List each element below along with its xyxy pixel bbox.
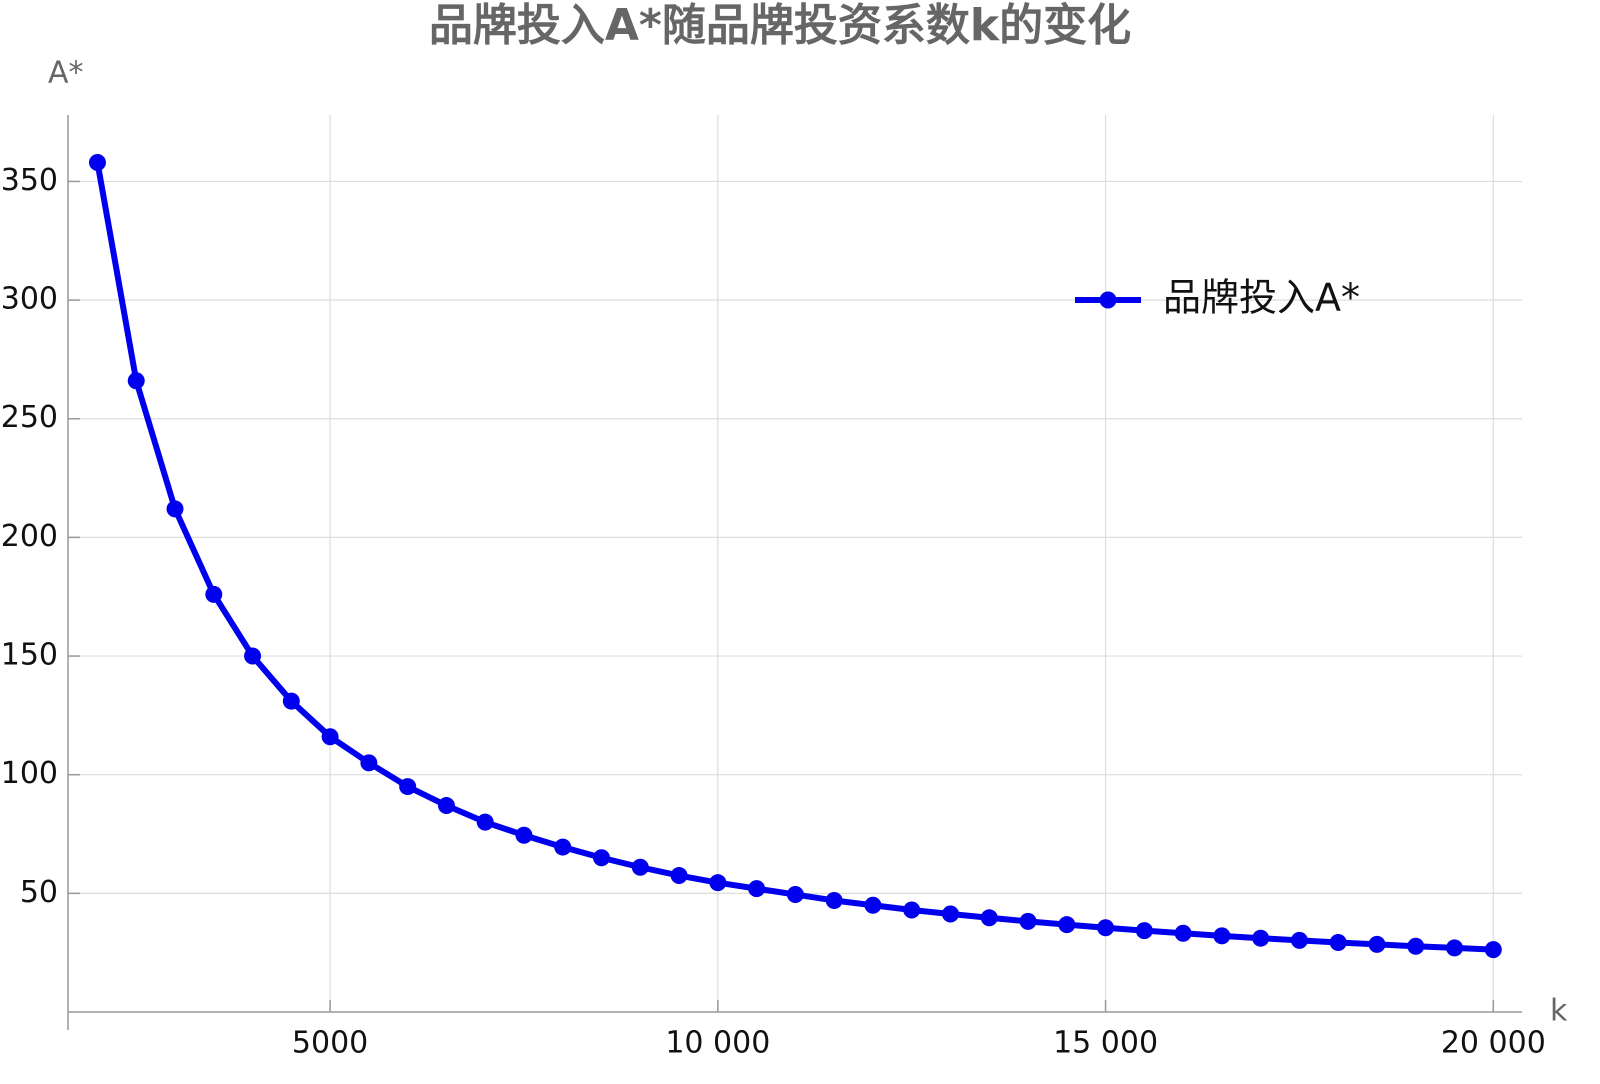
data-point <box>321 728 339 746</box>
legend-label: 品牌投入A* <box>1163 276 1360 320</box>
data-point <box>1213 927 1231 945</box>
data-point <box>166 500 184 518</box>
data-point <box>941 905 959 923</box>
data-point <box>515 826 533 844</box>
x-tick-label: 15 000 <box>1053 1026 1158 1061</box>
chart-title: 品牌投入A*随品牌投资系数k的变化 <box>429 0 1131 51</box>
data-point <box>1252 929 1270 947</box>
data-point <box>1446 939 1464 957</box>
legend-marker <box>1099 291 1117 309</box>
x-axis-label: k <box>1550 994 1568 1029</box>
data-point <box>399 778 417 796</box>
y-tick-label: 100 <box>1 756 58 791</box>
data-point <box>786 886 804 904</box>
x-tick-label: 5000 <box>292 1026 368 1061</box>
data-point <box>1407 937 1425 955</box>
data-point <box>1368 935 1386 953</box>
y-tick-label: 200 <box>1 519 58 554</box>
data-point <box>1019 912 1037 930</box>
data-point <box>903 901 921 919</box>
data-point <box>127 372 145 390</box>
data-point <box>709 874 727 892</box>
data-point <box>825 891 843 909</box>
y-tick-label: 150 <box>1 638 58 673</box>
data-point <box>1174 924 1192 942</box>
data-point <box>1329 933 1347 951</box>
y-tick-label: 250 <box>1 400 58 435</box>
data-point <box>980 909 998 927</box>
data-point <box>1484 941 1502 959</box>
data-point <box>88 153 106 171</box>
data-point <box>244 647 262 665</box>
data-point <box>593 849 611 867</box>
data-point <box>1097 919 1115 937</box>
data-point <box>748 880 766 898</box>
data-point <box>554 838 572 856</box>
x-tick-label: 20 000 <box>1441 1026 1546 1061</box>
data-point <box>1135 922 1153 940</box>
data-point <box>205 585 223 603</box>
data-point <box>282 692 300 710</box>
data-point <box>864 896 882 914</box>
y-tick-label: 350 <box>1 163 58 198</box>
x-tick-label: 10 000 <box>665 1026 770 1061</box>
data-point <box>631 858 649 876</box>
data-point <box>1290 931 1308 949</box>
data-point <box>437 797 455 815</box>
y-tick-label: 300 <box>1 282 58 317</box>
y-axis-label: A* <box>48 56 84 91</box>
data-point <box>670 867 688 885</box>
data-point <box>476 813 494 831</box>
data-point <box>1058 916 1076 934</box>
data-point <box>360 754 378 772</box>
y-tick-label: 50 <box>20 875 58 910</box>
